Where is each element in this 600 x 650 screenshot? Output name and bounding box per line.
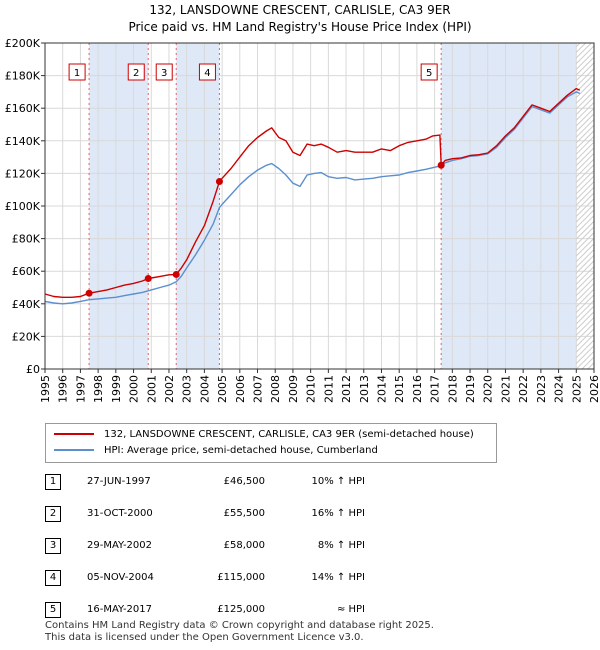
- sale-date: 27-JUN-1997: [87, 476, 151, 487]
- sale-marker-box: [127, 63, 145, 81]
- sale-date: 16-MAY-2017: [87, 604, 153, 615]
- x-tick-label: 2012: [340, 375, 353, 403]
- sale-date: 05-NOV-2004: [87, 572, 154, 583]
- sale-point: [215, 178, 223, 186]
- chart-legend: 132, LANSDOWNE CRESCENT, CARLISLE, CA3 9…: [45, 423, 497, 463]
- x-tick-label: 2002: [163, 375, 176, 403]
- y-tick-label: £140K: [5, 135, 41, 148]
- sale-marker-box: [198, 63, 216, 81]
- legend-swatch-property: [54, 433, 94, 435]
- x-tick-label: 1995: [39, 375, 52, 403]
- y-tick-label: £0: [26, 363, 40, 376]
- legend-item-hpi: HPI: Average price, semi-detached house,…: [54, 443, 378, 459]
- sale-hpi-comparison: 10% ↑ HPI: [311, 476, 365, 487]
- x-tick-label: 2021: [499, 375, 512, 403]
- x-tick-label: 2004: [198, 375, 211, 403]
- x-tick-label: 2009: [287, 375, 300, 403]
- sale-marker-label: 1: [74, 68, 80, 79]
- hpi-series-line: [44, 91, 581, 305]
- sale-date: 29-MAY-2002: [87, 540, 153, 551]
- sale-price: £115,000: [217, 572, 265, 583]
- x-tick-label: 2010: [305, 375, 318, 403]
- sale-point: [144, 275, 152, 283]
- sale-marker-label: 2: [133, 68, 139, 79]
- x-tick-label: 2003: [181, 375, 194, 403]
- legend-label-property: 132, LANSDOWNE CRESCENT, CARLISLE, CA3 9…: [104, 429, 474, 440]
- y-tick-label: £200K: [5, 37, 41, 50]
- sale-number-badge: 2: [45, 506, 61, 522]
- sale-hpi-comparison: ≈ HPI: [336, 604, 365, 615]
- sale-marker-label: 3: [161, 68, 167, 79]
- y-tick-label: £100K: [5, 200, 41, 213]
- x-tick-label: 2020: [482, 375, 495, 403]
- x-tick-label: 2025: [570, 375, 583, 403]
- property-series-line: [44, 87, 581, 298]
- y-tick-label: £40K: [12, 298, 41, 311]
- x-tick-label: 2000: [128, 375, 141, 403]
- sale-number-badge: 1: [45, 474, 61, 490]
- sale-price: £46,500: [223, 476, 265, 487]
- sale-marker-box: [155, 63, 173, 81]
- sale-marker-label: 4: [204, 68, 210, 79]
- y-tick-label: £80K: [12, 233, 41, 246]
- x-tick-label: 2016: [411, 375, 424, 403]
- sale-date: 31-OCT-2000: [87, 508, 153, 519]
- licence-line: This data is licensed under the Open Gov…: [45, 632, 364, 643]
- sale-marker-label: 5: [426, 68, 432, 79]
- y-tick-label: £20K: [12, 330, 41, 343]
- x-tick-label: 2013: [358, 375, 371, 403]
- y-tick-label: £160K: [5, 102, 41, 115]
- sale-price: £125,000: [217, 604, 265, 615]
- x-tick-label: 2011: [322, 375, 335, 403]
- sale-hpi-comparison: 14% ↑ HPI: [311, 572, 365, 583]
- y-tick-label: £60K: [12, 265, 41, 278]
- copyright-line: Contains HM Land Registry data © Crown c…: [45, 620, 434, 631]
- y-tick-label: £120K: [5, 167, 41, 180]
- x-tick-label: 2015: [393, 375, 406, 403]
- x-tick-label: 1999: [110, 375, 123, 403]
- sale-point: [437, 161, 445, 169]
- legend-item-property: 132, LANSDOWNE CRESCENT, CARLISLE, CA3 9…: [54, 427, 474, 443]
- chart-subtitle: Price paid vs. HM Land Registry's House …: [128, 20, 472, 34]
- x-tick-label: 2023: [535, 375, 548, 403]
- x-tick-label: 2026: [588, 375, 600, 403]
- x-tick-label: 1997: [74, 375, 87, 403]
- x-tick-label: 2022: [517, 375, 530, 403]
- x-tick-label: 2006: [234, 375, 247, 403]
- sale-number-badge: 3: [45, 538, 61, 554]
- attribution-footer: Contains HM Land Registry data © Crown c…: [45, 620, 434, 644]
- x-tick-label: 2019: [464, 375, 477, 403]
- sale-point: [172, 270, 180, 278]
- sale-price: £58,000: [223, 540, 265, 551]
- sale-marker-box: [68, 63, 86, 81]
- sale-price: £55,500: [223, 508, 265, 519]
- x-tick-label: 2005: [216, 375, 229, 403]
- legend-swatch-hpi: [54, 449, 94, 451]
- sale-hpi-comparison: 8% ↑ HPI: [317, 540, 365, 551]
- sale-number-badge: 5: [45, 602, 61, 618]
- projection-region: [576, 43, 594, 369]
- sale-number-badge: 4: [45, 570, 61, 586]
- x-tick-label: 2018: [446, 375, 459, 403]
- x-tick-label: 1996: [57, 375, 70, 403]
- sale-point: [85, 289, 93, 297]
- x-tick-label: 2014: [375, 375, 388, 403]
- legend-label-hpi: HPI: Average price, semi-detached house,…: [104, 445, 378, 456]
- sale-hpi-comparison: 16% ↑ HPI: [311, 508, 365, 519]
- price-chart: 1 2 3 4 5 £0 £20K £40K £60K £80K £100K £120K £140K £…: [5, 37, 600, 403]
- x-tick-label: 2008: [269, 375, 282, 403]
- x-tick-label: 2007: [252, 375, 265, 403]
- x-tick-label: 2024: [553, 375, 566, 403]
- x-tick-label: 2017: [429, 375, 442, 403]
- x-tick-label: 1998: [92, 375, 105, 403]
- chart-title: 132, LANSDOWNE CRESCENT, CARLISLE, CA3 9…: [149, 3, 451, 17]
- y-tick-label: £180K: [5, 70, 41, 83]
- x-tick-label: 2001: [145, 375, 158, 403]
- sale-marker-box: [420, 63, 438, 81]
